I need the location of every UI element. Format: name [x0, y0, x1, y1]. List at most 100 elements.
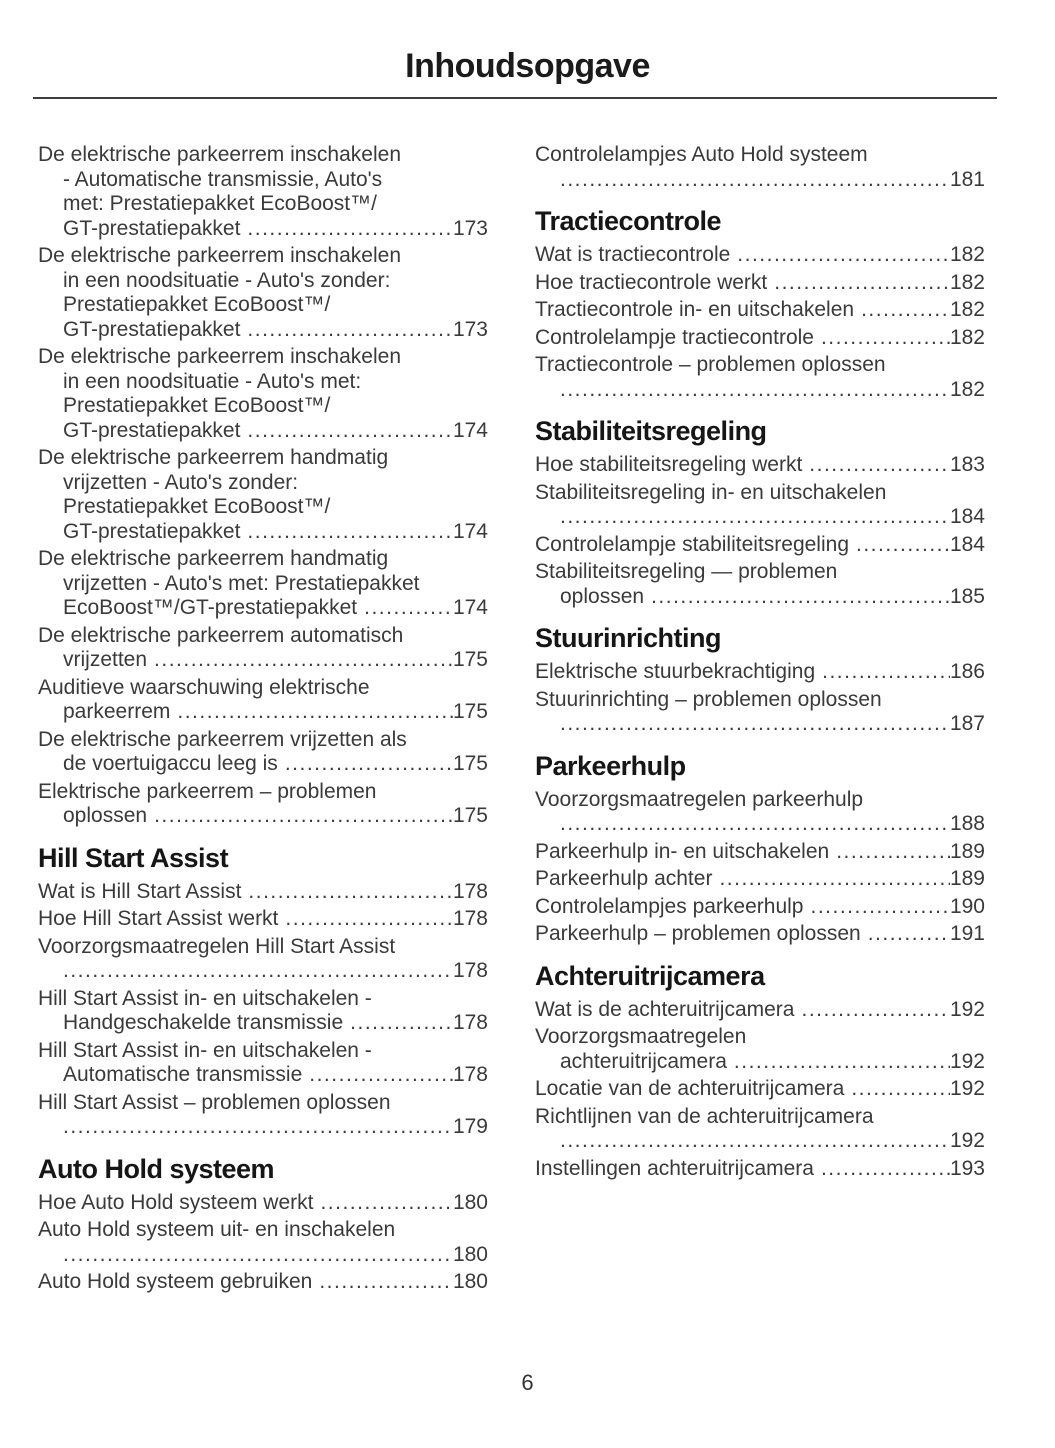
toc-entry-text: Instellingen achteruitrijcamera: [535, 1156, 814, 1180]
toc-entry-line: Controlelampjes parkeerhulp.............…: [535, 895, 985, 920]
page-ref: 188: [949, 812, 985, 835]
dot-leader: ........................................…: [719, 867, 950, 890]
toc-entry-line: oplossen................................…: [535, 585, 985, 610]
page-footer: 6: [0, 1370, 1055, 1396]
toc-entry-line: De elektrische parkeerrem inschakelen: [38, 345, 401, 368]
dot-leader: ........................................…: [560, 712, 950, 735]
page-ref: 175: [452, 700, 488, 723]
dot-leader: ........................................…: [350, 1011, 453, 1034]
toc-entry-line: Hill Start Assist – problemen oplossen: [38, 1090, 391, 1114]
page-ref: 183: [949, 453, 985, 476]
page-ref: 181: [949, 167, 985, 191]
toc-entry-line: ........................................…: [38, 1115, 488, 1140]
dot-leader: ........................................…: [309, 1063, 453, 1086]
toc-entry-text: vrijzetten: [63, 648, 148, 671]
dot-leader: ........................................…: [560, 377, 950, 401]
toc-entry: De elektrische parkeerrem inschakelen - A…: [38, 143, 488, 241]
toc-entry-text: Parkeerhulp achter: [535, 867, 713, 890]
toc-entry-line: Tractiecontrole – problemen oplossen: [535, 353, 886, 376]
toc-entry: Hill Start Assist – problemen oplossen..…: [38, 1091, 488, 1140]
page-ref: 192: [949, 997, 985, 1021]
toc-entry-line: vrijzetten - Auto's zonder:: [63, 470, 299, 494]
dot-leader: ........................................…: [560, 167, 950, 191]
toc-entry: De elektrische parkeerrem automatisch vri…: [38, 624, 488, 673]
section-heading: Tractiecontrole: [535, 206, 722, 236]
page-ref: 180: [452, 1242, 488, 1266]
toc-entry: De elektrische parkeerrem handmatig vrijz…: [38, 446, 488, 544]
page-ref: 175: [452, 804, 488, 827]
page-ref: 182: [949, 270, 985, 294]
toc-entry: De elektrische parkeerrem inschakelen in …: [38, 244, 488, 342]
toc-entry: Hoe Hill Start Assist werkt.............…: [38, 907, 488, 932]
toc-entry: Auditieve waarschuwing elektrische parkee…: [38, 676, 488, 725]
toc-entry-line: Automatische transmissie................…: [38, 1063, 488, 1088]
toc-entry-line: vrijzetten - Auto's met: Prestatiepakket: [63, 571, 420, 595]
toc-entry-text: GT-prestatiepakket: [63, 216, 241, 240]
toc-entry-text: GT-prestatiepakket: [63, 418, 241, 442]
toc-entry-line: - Automatische transmissie, Auto's: [63, 167, 383, 191]
page-ref: 182: [949, 325, 985, 349]
section-heading: Stabiliteitsregeling: [535, 416, 767, 446]
toc-entry-line: met: Prestatiepakket EcoBoost™/: [63, 192, 377, 215]
page-ref: 178: [452, 1011, 488, 1034]
toc-entry-line: Stuurinrichting – problemen oplossen: [535, 687, 882, 711]
toc-entry: Wat is Hill Start Assist................…: [38, 880, 488, 905]
toc-entry-text: achteruitrijcamera: [560, 1049, 727, 1073]
page-ref: 182: [949, 243, 985, 266]
page-ref: 190: [949, 894, 985, 918]
toc-entry-line: Prestatiepakket EcoBoost™/: [63, 394, 331, 417]
page-ref: 179: [452, 1115, 488, 1138]
toc-entry: Voorzorgsmaatregelen parkeerhulp........…: [535, 788, 985, 837]
toc-entry-line: ........................................…: [535, 505, 985, 530]
toc-entry-line: Stabiliteitsregeling — problemen: [535, 560, 838, 583]
toc-entry-line: Wat is Hill Start Assist................…: [38, 880, 488, 905]
toc-entry: Tractiecontrole – problemen oplossen....…: [535, 353, 985, 402]
toc-entry-line: GT-prestatiepakket......................…: [38, 419, 488, 444]
dot-leader: ........................................…: [651, 584, 950, 608]
page-ref: 174: [452, 596, 488, 619]
toc-entry: De elektrische parkeerrem vrijzetten als…: [38, 728, 488, 777]
dot-leader: ........................................…: [285, 907, 453, 930]
dot-leader: ........................................…: [809, 453, 950, 476]
toc-entry: Hoe stabiliteitsregeling werkt..........…: [535, 453, 985, 478]
toc-entry: Controlelampjes Auto Hold systeem.......…: [535, 143, 985, 192]
page-ref: 175: [452, 752, 488, 775]
dot-leader: ........................................…: [177, 700, 453, 723]
toc-entry: Controlelampjes parkeerhulp.............…: [535, 895, 985, 920]
toc-entry-text: Wat is tractiecontrole: [535, 243, 731, 266]
toc-entry-text: Hoe Auto Hold systeem werkt: [38, 1190, 314, 1214]
page-ref: 185: [949, 584, 985, 608]
toc-entry-text: oplossen: [560, 584, 645, 608]
dot-leader: ........................................…: [851, 1077, 950, 1100]
toc-entry-line: Hill Start Assist in- en uitschakelen -: [38, 1038, 372, 1062]
toc-entry-line: Voorzorgsmaatregelen Hill Start Assist: [38, 934, 396, 958]
toc-entry-text: de voertuigaccu leeg is: [63, 752, 278, 775]
toc-entry: Instellingen achteruitrijcamera.........…: [535, 1157, 985, 1182]
page-ref: 192: [949, 1049, 985, 1073]
toc-entry-line: ........................................…: [535, 1129, 985, 1154]
section-heading: Hill Start Assist: [38, 842, 229, 873]
dot-leader: ........................................…: [774, 270, 950, 294]
toc-entry: Controlelampje tractiecontrole..........…: [535, 326, 985, 351]
toc-entry-line: de voertuigaccu leeg is.................…: [38, 752, 488, 777]
dot-leader: ........................................…: [284, 752, 453, 775]
dot-leader: ........................................…: [560, 812, 950, 835]
toc-entry: Elektrische parkeerrem – problemen oploss…: [38, 780, 488, 829]
toc-entry-line: Auto Hold systeem uit- en inschakelen: [38, 1218, 396, 1241]
toc-entry-line: GT-prestatiepakket......................…: [38, 217, 488, 242]
toc-entry-text: Parkeerhulp – problemen oplossen: [535, 922, 861, 945]
section-heading: Achteruitrijcamera: [535, 960, 765, 991]
dot-leader: ........................................…: [364, 596, 453, 619]
toc-entry-line: in een noodsituatie - Auto's met:: [63, 369, 362, 393]
toc-entry: Voorzorgsmaatregelen achteruitrijcamera..…: [535, 1025, 985, 1074]
toc-entry-line: Parkeerhulp in- en uitschakelen.........…: [535, 840, 985, 865]
page-ref: 184: [949, 505, 985, 528]
toc-entry: Stabiliteitsregeling — problemen oplossen…: [535, 560, 985, 609]
toc-entry-line: Locatie van de achteruitrijcamera.......…: [535, 1077, 985, 1102]
toc-entry-line: EcoBoost™/GT-prestatiepakket............…: [38, 596, 488, 621]
toc-entry-line: Prestatiepakket EcoBoost™/: [63, 293, 331, 316]
page-header: Inhoudsopgave: [0, 0, 1055, 99]
toc-entry-text: Controlelampje stabiliteitsregeling: [535, 532, 849, 556]
toc-entry-line: achteruitrijcamera......................…: [535, 1050, 985, 1075]
toc-entry-line: ........................................…: [535, 812, 985, 837]
